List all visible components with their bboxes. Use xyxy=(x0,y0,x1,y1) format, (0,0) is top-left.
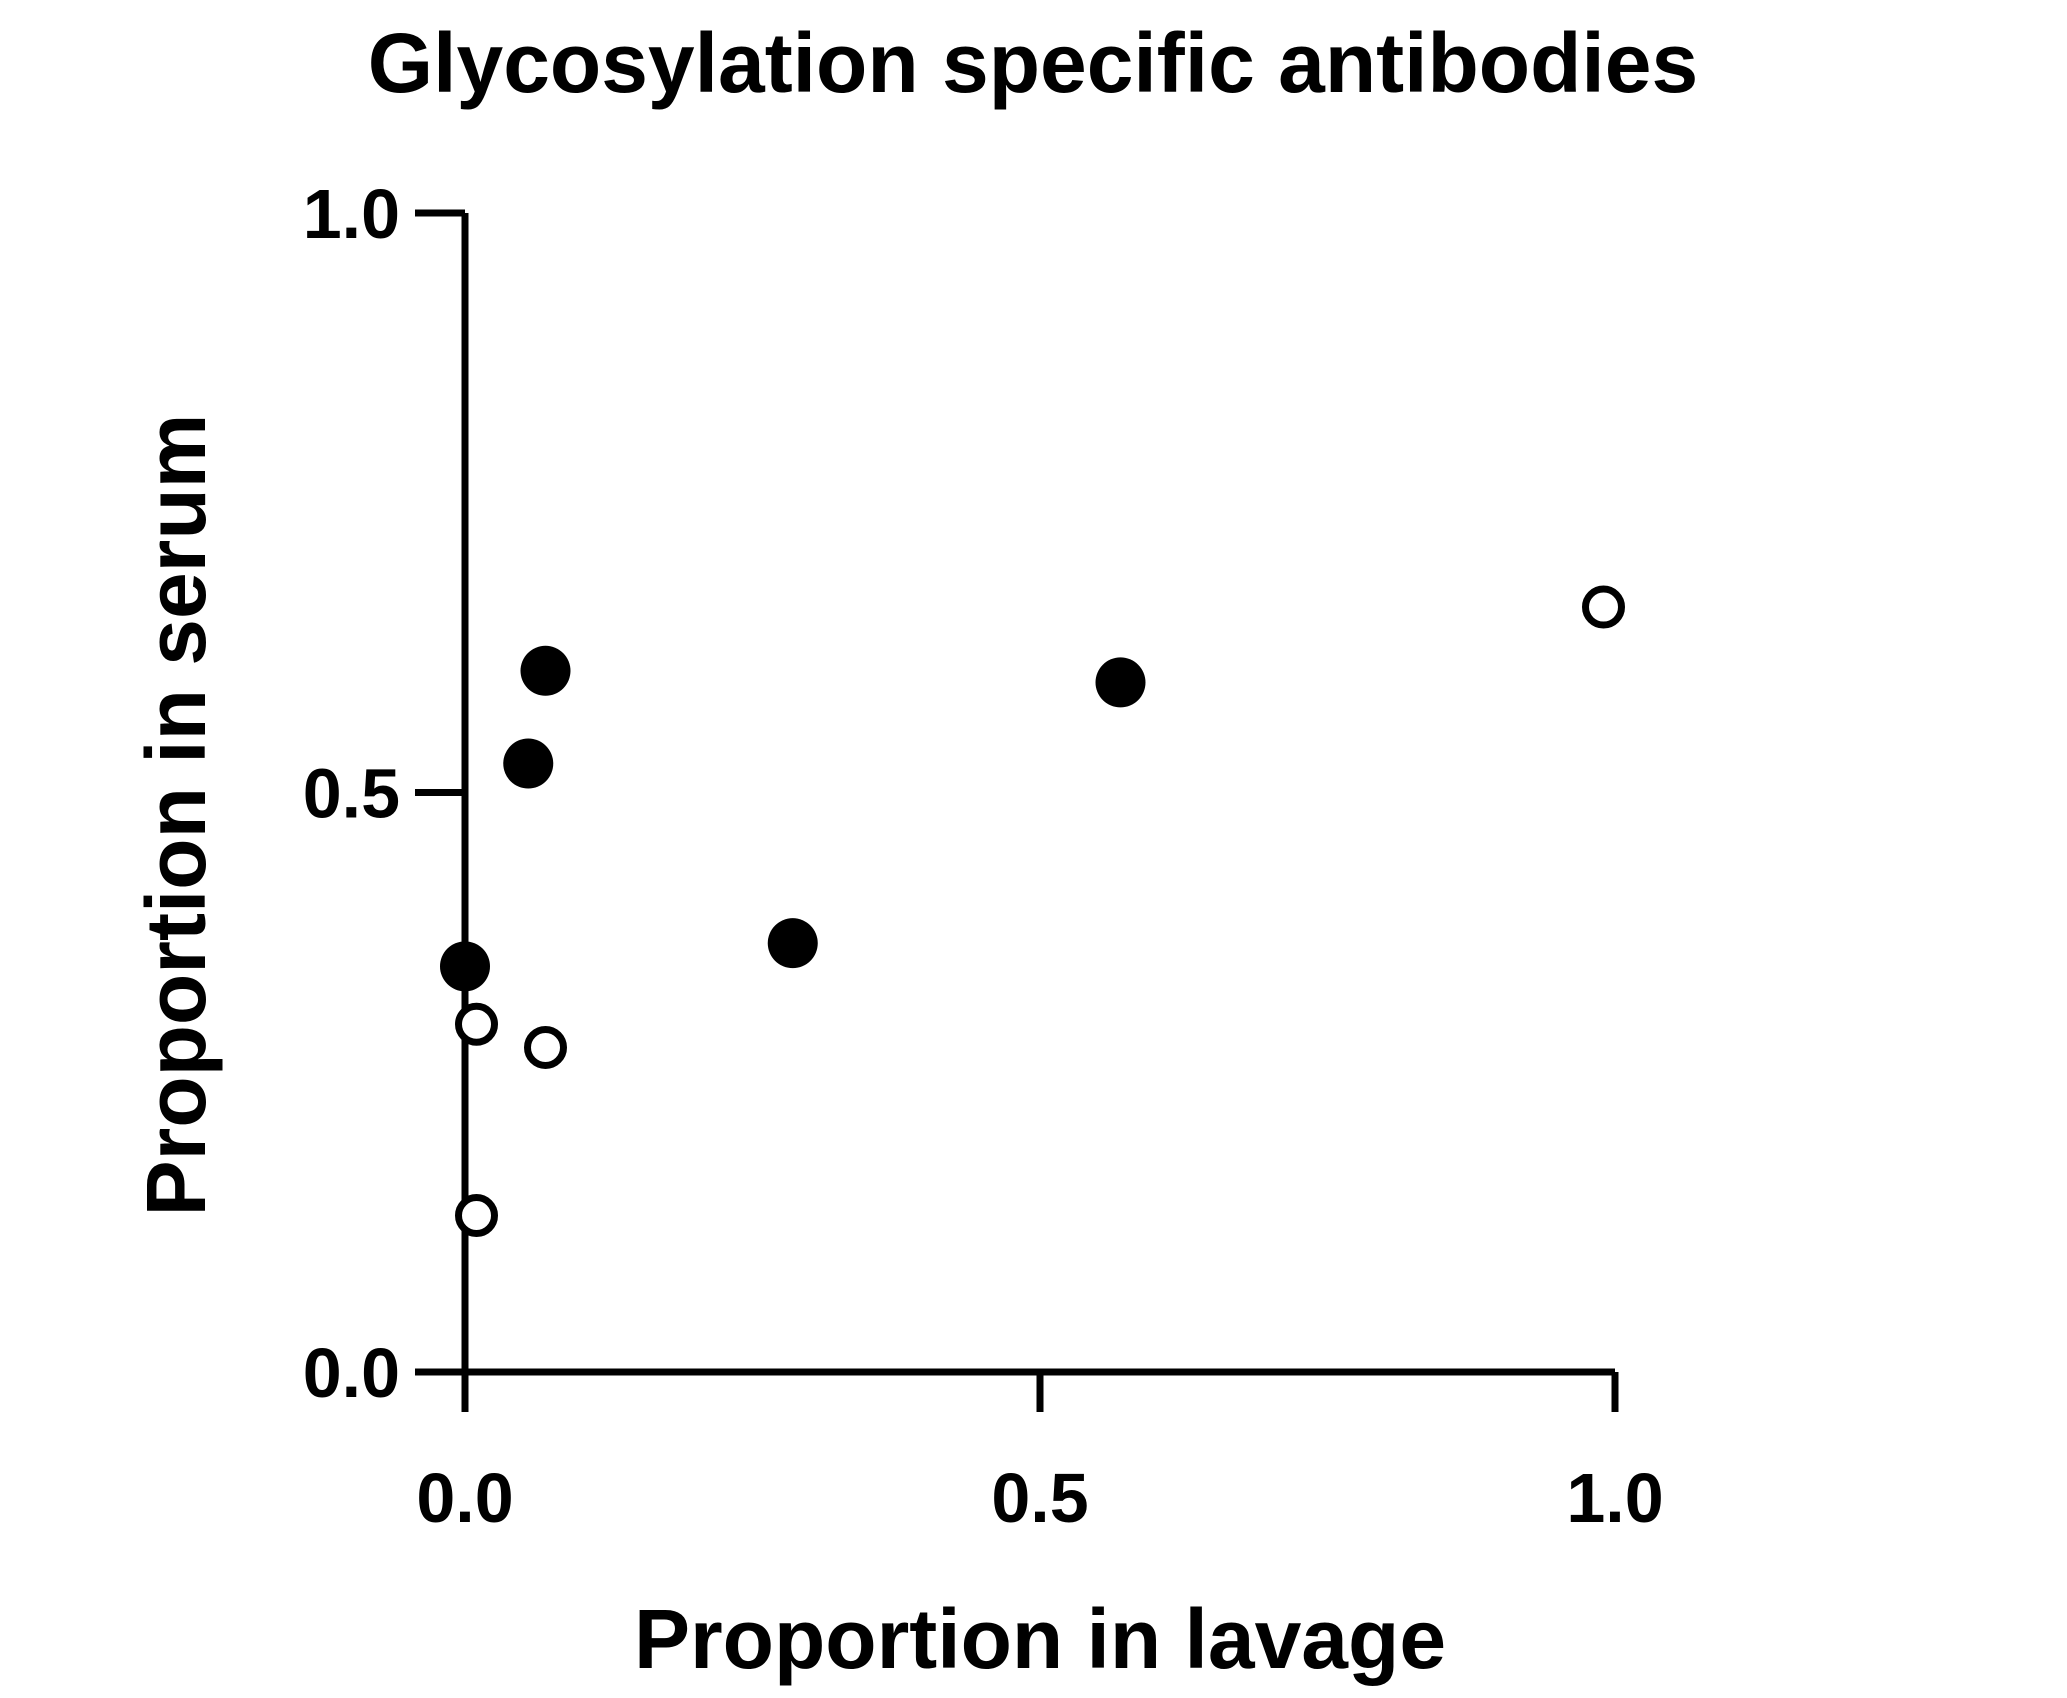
x-axis-label: Proportion in lavage xyxy=(634,1592,1446,1686)
x-tick-label: 0.5 xyxy=(991,1459,1088,1537)
chart-title: Glycosylation specific antibodies xyxy=(368,16,1698,110)
data-point-open xyxy=(455,1002,498,1046)
data-point-open xyxy=(1582,585,1625,629)
x-tick-label: 0.0 xyxy=(416,1459,513,1537)
data-point-filled xyxy=(520,645,571,696)
data-point-filled xyxy=(767,918,818,969)
data-point-filled xyxy=(1095,657,1146,708)
tick-labels: 0.0 0.5 1.0 0.0 0.5 1.0 xyxy=(303,175,1664,1537)
y-tick-label: 0.0 xyxy=(303,1334,400,1412)
y-axis-label: Proportion in serum xyxy=(129,414,223,1217)
data-point-open xyxy=(455,1194,498,1238)
x-tick-label: 1.0 xyxy=(1566,1459,1663,1537)
data-point-open xyxy=(524,1025,567,1069)
axes xyxy=(415,209,1619,1412)
y-tick-label: 1.0 xyxy=(303,175,400,253)
data-point-filled xyxy=(503,738,554,789)
data-points xyxy=(440,585,1625,1238)
data-point-filled xyxy=(440,941,490,992)
y-tick-label: 0.5 xyxy=(303,755,400,833)
